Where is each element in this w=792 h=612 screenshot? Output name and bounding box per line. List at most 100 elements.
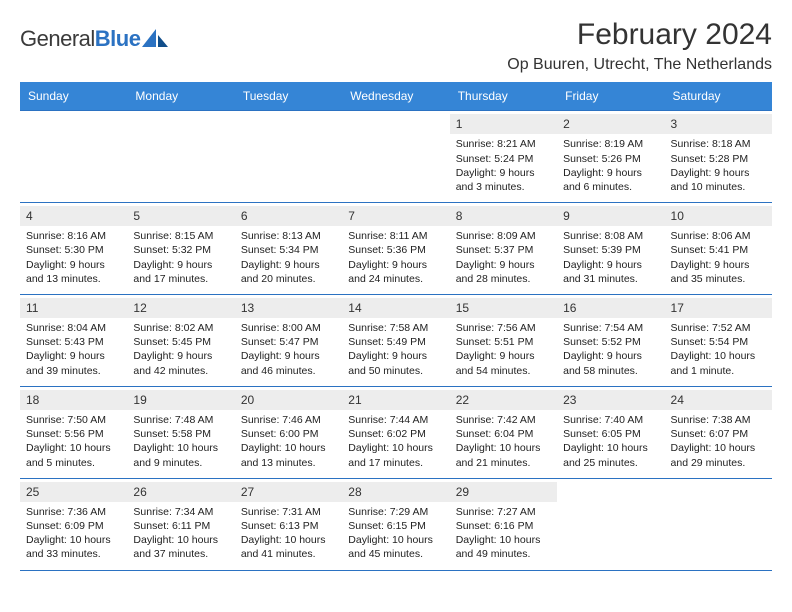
daylight-text: Daylight: 10 hours — [241, 441, 336, 455]
daylight-text: Daylight: 10 hours — [241, 533, 336, 547]
sunset-text: Sunset: 5:41 PM — [671, 243, 766, 257]
daylight-text: and 41 minutes. — [241, 547, 336, 561]
day-cell: 29Sunrise: 7:27 AMSunset: 6:16 PMDayligh… — [450, 479, 557, 570]
day-cell: 2Sunrise: 8:19 AMSunset: 5:26 PMDaylight… — [557, 111, 664, 202]
day-cell: 14Sunrise: 7:58 AMSunset: 5:49 PMDayligh… — [342, 295, 449, 386]
day-number: 11 — [20, 298, 127, 318]
sunrise-text: Sunrise: 7:42 AM — [456, 413, 551, 427]
daylight-text: and 37 minutes. — [133, 547, 228, 561]
daylight-text: Daylight: 10 hours — [133, 533, 228, 547]
logo-word2: Blue — [95, 26, 141, 51]
sunrise-text: Sunrise: 8:06 AM — [671, 229, 766, 243]
day-cell: 28Sunrise: 7:29 AMSunset: 6:15 PMDayligh… — [342, 479, 449, 570]
sunset-text: Sunset: 5:30 PM — [26, 243, 121, 257]
day-cell: 27 Sunrise: 7:31 AMSunset: 6:13 PMDayligh… — [235, 479, 342, 570]
daylight-text: and 10 minutes. — [671, 180, 766, 194]
sunrise-text: Sunrise: 8:02 AM — [133, 321, 228, 335]
sunset-text: Sunset: 5:49 PM — [348, 335, 443, 349]
daylight-text: and 1 minute. — [671, 364, 766, 378]
logo: GeneralBlue — [20, 18, 168, 52]
day-number: 8 — [450, 206, 557, 226]
week-row: 4Sunrise: 8:16 AMSunset: 5:30 PMDaylight… — [20, 203, 772, 295]
day-cell: 26Sunrise: 7:34 AMSunset: 6:11 PMDayligh… — [127, 479, 234, 570]
daylight-text: Daylight: 9 hours — [671, 166, 766, 180]
title-block: February 2024 Op Buuren, Utrecht, The Ne… — [507, 18, 772, 74]
daylight-text: and 9 minutes. — [133, 456, 228, 470]
sunrise-text: Sunrise: 8:13 AM — [241, 229, 336, 243]
daylight-text: Daylight: 9 hours — [456, 258, 551, 272]
sunrise-text: Sunrise: 7:52 AM — [671, 321, 766, 335]
day-number: 13 — [235, 298, 342, 318]
logo-sail-icon — [142, 29, 168, 49]
sunrise-text: Sunrise: 8:15 AM — [133, 229, 228, 243]
day-number: 25 — [20, 482, 127, 502]
daylight-text: Daylight: 10 hours — [671, 441, 766, 455]
day-number: 27 — [235, 482, 342, 502]
day-number: 26 — [127, 482, 234, 502]
day-cell: 19Sunrise: 7:48 AMSunset: 5:58 PMDayligh… — [127, 387, 234, 478]
daylight-text: Daylight: 9 hours — [26, 258, 121, 272]
day-number: 18 — [20, 390, 127, 410]
day-number: 10 — [665, 206, 772, 226]
sunrise-text: Sunrise: 8:11 AM — [348, 229, 443, 243]
sunset-text: Sunset: 5:37 PM — [456, 243, 551, 257]
day-cell — [20, 111, 127, 202]
sunrise-text: Sunrise: 7:46 AM — [241, 413, 336, 427]
daylight-text: Daylight: 9 hours — [563, 166, 658, 180]
daylight-text: and 50 minutes. — [348, 364, 443, 378]
sunset-text: Sunset: 6:13 PM — [241, 519, 336, 533]
day-number: 6 — [235, 206, 342, 226]
daylight-text: and 17 minutes. — [348, 456, 443, 470]
calendar-body: 1Sunrise: 8:21 AMSunset: 5:24 PMDaylight… — [20, 110, 772, 570]
sunset-text: Sunset: 5:28 PM — [671, 152, 766, 166]
day-number: 17 — [665, 298, 772, 318]
day-cell: 13Sunrise: 8:00 AMSunset: 5:47 PMDayligh… — [235, 295, 342, 386]
sunset-text: Sunset: 5:54 PM — [671, 335, 766, 349]
daylight-text: and 6 minutes. — [563, 180, 658, 194]
day-header: Saturday — [665, 82, 772, 110]
day-number: 16 — [557, 298, 664, 318]
sunrise-text: Sunrise: 7:54 AM — [563, 321, 658, 335]
week-row: 1Sunrise: 8:21 AMSunset: 5:24 PMDaylight… — [20, 110, 772, 203]
sunset-text: Sunset: 5:36 PM — [348, 243, 443, 257]
day-number: 7 — [342, 206, 449, 226]
daylight-text: Daylight: 9 hours — [26, 349, 121, 363]
daylight-text: Daylight: 9 hours — [671, 258, 766, 272]
sunset-text: Sunset: 5:47 PM — [241, 335, 336, 349]
day-cell: 25Sunrise: 7:36 AMSunset: 6:09 PMDayligh… — [20, 479, 127, 570]
sunrise-text: Sunrise: 7:36 AM — [26, 505, 121, 519]
sunrise-text: Sunrise: 7:50 AM — [26, 413, 121, 427]
day-number: 19 — [127, 390, 234, 410]
daylight-text: Daylight: 9 hours — [348, 258, 443, 272]
day-number: 24 — [665, 390, 772, 410]
day-number: 20 — [235, 390, 342, 410]
day-header: Monday — [127, 82, 234, 110]
daylight-text: and 45 minutes. — [348, 547, 443, 561]
daylight-text: Daylight: 10 hours — [133, 441, 228, 455]
calendar: SundayMondayTuesdayWednesdayThursdayFrid… — [20, 82, 772, 571]
daylight-text: Daylight: 10 hours — [563, 441, 658, 455]
daylight-text: and 5 minutes. — [26, 456, 121, 470]
daylight-text: and 13 minutes. — [241, 456, 336, 470]
day-cell — [557, 479, 664, 570]
sunset-text: Sunset: 6:09 PM — [26, 519, 121, 533]
daylight-text: and 17 minutes. — [133, 272, 228, 286]
day-cell: 6Sunrise: 8:13 AMSunset: 5:34 PMDaylight… — [235, 203, 342, 294]
day-cell: 21Sunrise: 7:44 AMSunset: 6:02 PMDayligh… — [342, 387, 449, 478]
daylight-text: Daylight: 10 hours — [348, 441, 443, 455]
daylight-text: and 13 minutes. — [26, 272, 121, 286]
day-cell: 18Sunrise: 7:50 AMSunset: 5:56 PMDayligh… — [20, 387, 127, 478]
daylight-text: Daylight: 9 hours — [241, 349, 336, 363]
daylight-text: and 33 minutes. — [26, 547, 121, 561]
daylight-text: and 3 minutes. — [456, 180, 551, 194]
day-cell — [127, 111, 234, 202]
daylight-text: Daylight: 9 hours — [563, 258, 658, 272]
sunset-text: Sunset: 6:05 PM — [563, 427, 658, 441]
day-number: 3 — [665, 114, 772, 134]
sunrise-text: Sunrise: 7:40 AM — [563, 413, 658, 427]
week-row: 25 Sunrise: 7:36 AMSunset: 6:09 PM Dayligh… — [20, 479, 772, 571]
sunrise-text: Sunrise: 7:31 AM — [241, 505, 336, 519]
sunset-text: Sunset: 6:04 PM — [456, 427, 551, 441]
day-header-row: SundayMondayTuesdayWednesdayThursdayFrid… — [20, 82, 772, 110]
daylight-text: and 54 minutes. — [456, 364, 551, 378]
